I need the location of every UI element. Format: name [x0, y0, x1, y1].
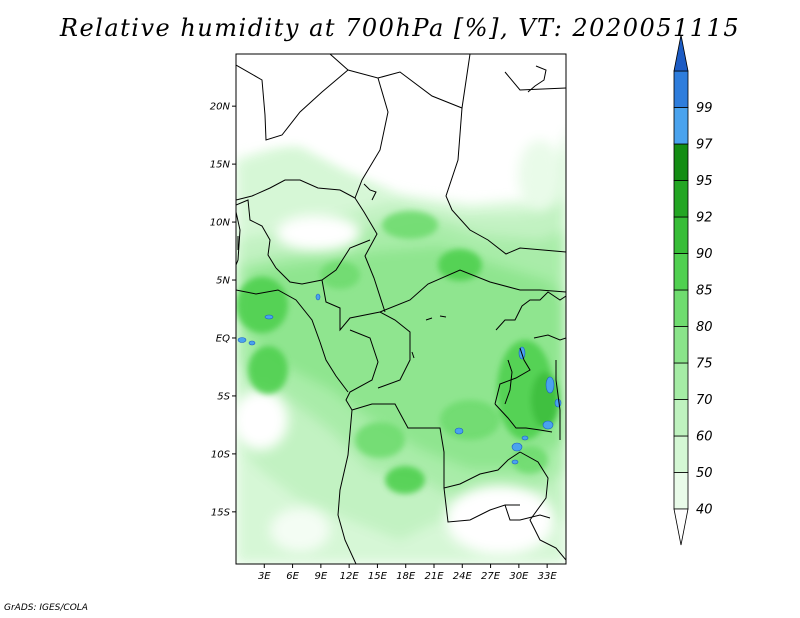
lon-tick-label: 3E [258, 571, 271, 582]
colorbar-legend: 40 50 60 70 75 80 85 90 92 95 97 99 [673, 34, 713, 546]
legend-swatch [673, 70, 689, 108]
grads-credit: GrADS: IGES/COLA [4, 603, 88, 613]
legend-label: 92 [696, 211, 713, 226]
legend-swatch [673, 216, 689, 254]
lat-tick-label: 10S [211, 449, 231, 460]
legend-label: 85 [696, 284, 713, 299]
lon-tick-label: 21E [424, 571, 444, 582]
lat-tick-label: 20N [210, 102, 231, 113]
lat-tick-label: 5S [217, 391, 230, 402]
legend-swatch [673, 362, 689, 400]
legend-label: 95 [696, 174, 713, 189]
lat-tick-label: 15S [211, 507, 231, 518]
lon-tick-label: 33E [538, 571, 558, 582]
legend-label: 99 [696, 101, 713, 116]
lat-tick-label: 5N [216, 276, 230, 287]
lon-tick-label: 24E [453, 571, 473, 582]
lon-tick-label: 18E [396, 571, 416, 582]
humidity-field [236, 54, 566, 564]
legend-swatch [673, 435, 689, 473]
longitude-axis: 3E 6E 9E 12E 15E 18E 21E 24E 27E 30E 33E [258, 564, 557, 582]
legend-label: 97 [696, 138, 713, 153]
latitude-axis: 20N 15N 10N 5N EQ 5S 10S 15S [210, 102, 236, 518]
legend-swatch [673, 472, 689, 510]
legend-swatch [673, 289, 689, 327]
legend-top-arrow [673, 34, 689, 72]
country-borders [236, 54, 566, 564]
lon-tick-label: 9E [315, 571, 328, 582]
legend-label: 80 [696, 320, 713, 335]
legend-label: 60 [696, 430, 713, 445]
map-frame [235, 53, 567, 565]
legend-swatch [673, 399, 689, 437]
map-title: Relative humidity at 700hPa [%], VT: 202… [59, 14, 741, 42]
lon-tick-label: 12E [340, 571, 360, 582]
lon-tick-label: 15E [368, 571, 388, 582]
legend-swatch [673, 143, 689, 181]
legend-swatch [673, 180, 689, 218]
legend-label: 50 [696, 466, 713, 481]
legend-label: 40 [696, 503, 713, 518]
legend-swatch [673, 107, 689, 145]
legend-label: 70 [696, 393, 713, 408]
lat-tick-label: 10N [210, 218, 231, 229]
legend-swatch [673, 253, 689, 291]
legend-label: 75 [696, 357, 713, 372]
legend-bottom-arrow [673, 508, 689, 546]
lat-tick-label: EQ [216, 333, 230, 344]
lat-tick-label: 15N [210, 160, 231, 171]
legend-label: 90 [696, 247, 713, 262]
lon-tick-label: 6E [286, 571, 299, 582]
legend-swatch [673, 326, 689, 364]
lon-tick-label: 30E [509, 571, 529, 582]
lon-tick-label: 27E [481, 571, 501, 582]
